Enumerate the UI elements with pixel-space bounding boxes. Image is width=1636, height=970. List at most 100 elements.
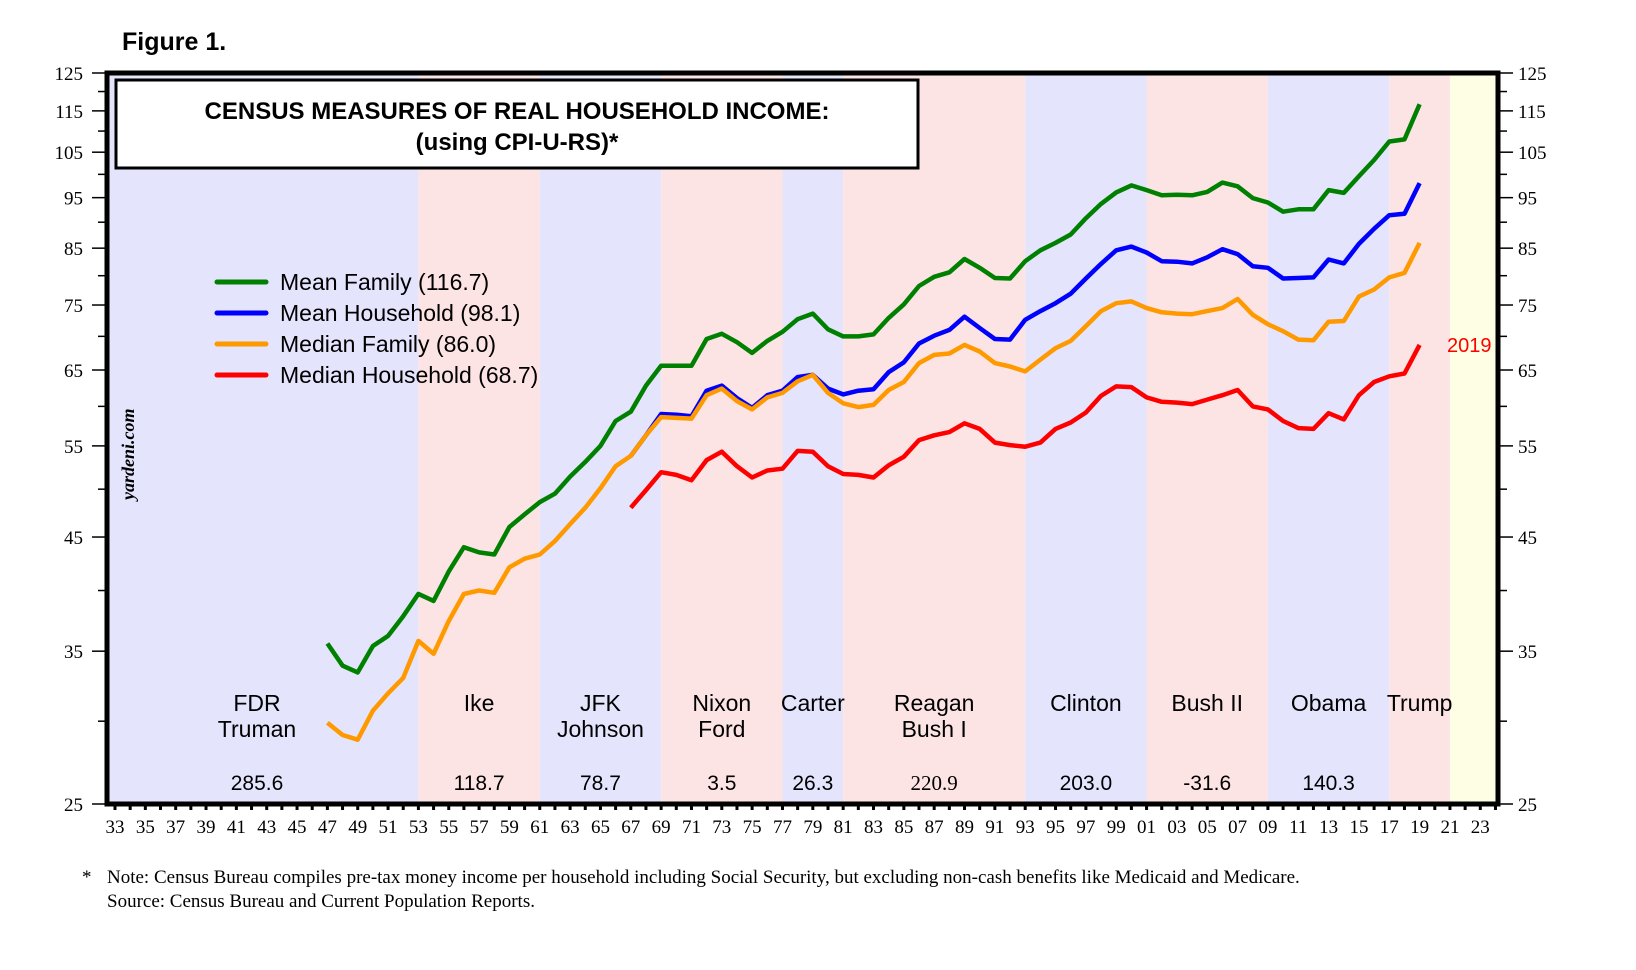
x-tick-label: 77 [773, 817, 792, 838]
y-tick-label: 35 [1518, 642, 1537, 663]
x-tick-label: 03 [1167, 817, 1186, 838]
presidency-bands [107, 73, 1496, 804]
footnote-source: Source: Census Bureau and Current Popula… [107, 891, 535, 912]
y-tick-label: 35 [64, 642, 83, 663]
presidency-income-change: 78.7 [580, 772, 621, 795]
legend-label: Median Household (68.7) [280, 362, 538, 388]
x-tick-label: 07 [1228, 817, 1247, 838]
x-tick-label: 85 [894, 817, 913, 838]
plot-frame [104, 70, 1501, 807]
y-tick-label: 105 [1518, 143, 1547, 164]
x-tick-label: 39 [197, 817, 216, 838]
series-line-mean-family [325, 103, 1422, 675]
x-tick-label: 21 [1440, 817, 1459, 838]
legend: Mean Family (116.7) Mean Household (98.1)… [214, 269, 538, 388]
y-tick-label: 95 [64, 189, 83, 210]
x-tick-label: 33 [106, 817, 125, 838]
y-tick-label: 25 [1518, 795, 1537, 816]
presidency-band [1449, 73, 1496, 804]
x-tick-label: 93 [1016, 817, 1035, 838]
presidency-band [661, 73, 783, 804]
x-tick-label: 45 [288, 817, 307, 838]
x-axis: 33 35 37 39 41 43 45 47 49 51 53 55 57 59 61 63 65 67 69 71… [106, 804, 1497, 838]
x-tick-label: 61 [530, 817, 549, 838]
x-tick-label: 37 [166, 817, 185, 838]
x-tick-label: 49 [348, 817, 367, 838]
presidency-name: Trump [1387, 690, 1453, 716]
presidency-income-change: 26.3 [792, 772, 833, 795]
presidency-income-change: 285.6 [231, 772, 284, 795]
y-tick-label: 65 [1518, 361, 1537, 382]
x-tick-label: 65 [591, 817, 610, 838]
x-tick-label: 83 [864, 817, 883, 838]
x-tick-label: 17 [1380, 817, 1399, 838]
y-tick-label: 95 [1518, 189, 1537, 210]
presidency-name: Bush II [1171, 690, 1243, 716]
x-tick-label: 75 [743, 817, 762, 838]
x-tick-label: 11 [1289, 817, 1307, 838]
x-tick-label: 35 [136, 817, 155, 838]
x-tick-label: 81 [834, 817, 853, 838]
footnote: * Note: Census Bureau compiles pre-tax m… [82, 866, 1447, 914]
x-tick-label: 63 [561, 817, 580, 838]
y-axis-left: 25 35 45 55 65 75 85 95 105 115 125 [55, 64, 107, 816]
x-tick-label: 91 [985, 817, 1004, 838]
series-line-median-household [629, 343, 1422, 510]
presidency-income-change: 220.9 [911, 771, 958, 795]
legend-label: Mean Household (98.1) [280, 300, 520, 326]
presidency-name: Reagan [894, 690, 975, 716]
y-tick-label: 45 [1518, 528, 1537, 549]
y-tick-label: 55 [1518, 437, 1537, 458]
x-tick-label: 09 [1258, 817, 1277, 838]
presidency-band [843, 73, 1026, 804]
x-tick-label: 89 [955, 817, 974, 838]
y-tick-label: 115 [55, 102, 83, 123]
x-tick-label: 99 [1107, 817, 1126, 838]
x-tick-label: 73 [712, 817, 731, 838]
watermark: yardeni.com [118, 409, 138, 503]
x-tick-label: 19 [1410, 817, 1429, 838]
presidency-name: Carter [781, 690, 845, 716]
y-tick-label: 45 [64, 528, 83, 549]
y-tick-label: 125 [55, 64, 84, 85]
x-tick-label: 01 [1137, 817, 1156, 838]
chart-title: CENSUS MEASURES OF REAL HOUSEHOLD INCOME… [205, 98, 830, 125]
x-tick-label: 57 [470, 817, 489, 838]
presidency-name: Ike [464, 690, 495, 716]
presidency-name: JFK [580, 690, 622, 716]
footnote-star: * [82, 867, 92, 888]
end-label-group: 2019 [1447, 335, 1492, 357]
presidency-income-change: 3.5 [707, 772, 736, 795]
x-tick-label: 47 [318, 817, 337, 838]
x-tick-label: 51 [379, 817, 398, 838]
presidency-income-change: 203.0 [1060, 772, 1113, 795]
end-year-label: 2019 [1447, 335, 1492, 357]
x-tick-label: 79 [803, 817, 822, 838]
y-tick-label: 55 [64, 437, 83, 458]
x-tick-label: 71 [682, 817, 701, 838]
series-line-median-family [325, 241, 1422, 742]
x-tick-label: 13 [1319, 817, 1338, 838]
presidency-name: Obama [1291, 690, 1367, 716]
x-tick-label: 15 [1349, 817, 1368, 838]
y-tick-label: 75 [1518, 296, 1537, 317]
legend-label: Median Family (86.0) [280, 331, 496, 357]
y-axis-right: 25 35 45 55 65 75 85 95 105 115 125 [1498, 64, 1547, 816]
x-tick-label: 69 [652, 817, 671, 838]
presidency-name: Ford [698, 716, 745, 742]
presidency-name: Johnson [557, 716, 644, 742]
presidency-income-change: 140.3 [1302, 772, 1355, 795]
y-tick-label: 65 [64, 361, 83, 382]
figure-label: Figure 1. [122, 28, 227, 56]
presidency-income-change: 118.7 [454, 772, 505, 795]
presidency-name: Clinton [1050, 690, 1122, 716]
y-tick-label: 125 [1518, 64, 1547, 85]
x-tick-label: 67 [621, 817, 640, 838]
legend-label: Mean Family (116.7) [280, 269, 489, 295]
presidency-band [1267, 73, 1390, 804]
presidency-name: Bush I [902, 716, 967, 742]
chart-subtitle: (using CPI-U-RS)* [416, 129, 619, 156]
presidency-name: FDR [233, 690, 280, 716]
